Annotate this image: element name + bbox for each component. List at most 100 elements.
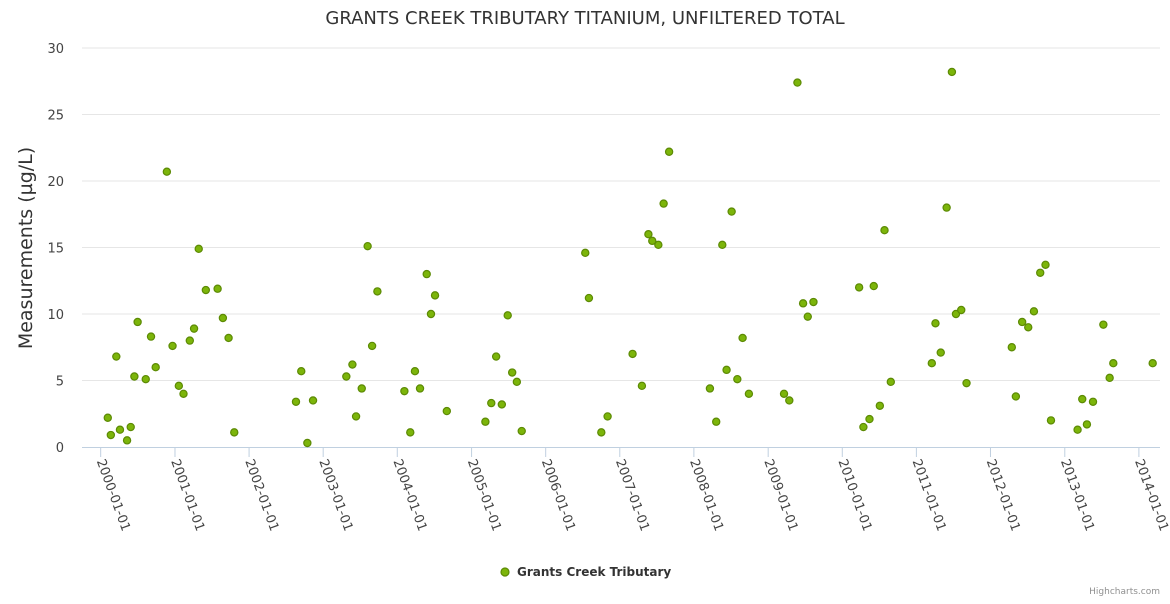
- data-point[interactable]: [115, 425, 125, 434]
- data-point[interactable]: [798, 299, 808, 308]
- data-point[interactable]: [487, 398, 496, 408]
- data-point[interactable]: [373, 287, 382, 296]
- data-point[interactable]: [1024, 323, 1033, 332]
- data-point[interactable]: [507, 368, 517, 377]
- data-point[interactable]: [426, 309, 436, 319]
- data-point[interactable]: [793, 78, 802, 87]
- data-point[interactable]: [947, 67, 957, 77]
- data-point[interactable]: [1099, 320, 1108, 329]
- data-point[interactable]: [705, 384, 715, 393]
- data-point[interactable]: [886, 377, 896, 387]
- data-point[interactable]: [664, 147, 674, 156]
- data-point[interactable]: [637, 381, 647, 391]
- data-point[interactable]: [297, 366, 306, 376]
- data-point[interactable]: [1148, 359, 1157, 368]
- data-point[interactable]: [659, 199, 668, 208]
- data-point[interactable]: [584, 293, 594, 303]
- data-point[interactable]: [351, 412, 361, 421]
- data-point[interactable]: [1078, 394, 1087, 404]
- data-point[interactable]: [581, 248, 590, 258]
- data-point[interactable]: [400, 386, 409, 396]
- data-point[interactable]: [512, 377, 522, 387]
- data-point[interactable]: [357, 384, 366, 393]
- data-point[interactable]: [1105, 373, 1114, 383]
- data-point[interactable]: [303, 438, 312, 448]
- data-point[interactable]: [654, 240, 663, 250]
- data-point[interactable]: [308, 396, 318, 405]
- legend-label[interactable]: Grants Creek Tributary: [517, 565, 671, 579]
- data-point[interactable]: [803, 312, 812, 321]
- data-point[interactable]: [491, 352, 501, 361]
- data-point[interactable]: [1088, 397, 1098, 406]
- data-point[interactable]: [744, 389, 754, 398]
- data-point[interactable]: [430, 291, 440, 300]
- data-point[interactable]: [503, 311, 512, 320]
- data-point[interactable]: [141, 374, 150, 384]
- data-point[interactable]: [1109, 359, 1118, 368]
- data-point[interactable]: [936, 348, 945, 357]
- data-point[interactable]: [942, 203, 951, 212]
- data-point[interactable]: [168, 341, 177, 351]
- credits-link[interactable]: Highcharts.com: [1089, 587, 1160, 597]
- data-point[interactable]: [517, 426, 526, 436]
- data-point[interactable]: [1011, 392, 1021, 401]
- data-point[interactable]: [410, 366, 420, 376]
- data-point[interactable]: [927, 359, 937, 368]
- data-point[interactable]: [224, 333, 233, 343]
- data-point[interactable]: [712, 417, 721, 426]
- data-point[interactable]: [415, 384, 425, 393]
- data-point[interactable]: [1041, 260, 1050, 269]
- data-point[interactable]: [869, 281, 878, 291]
- data-point[interactable]: [103, 413, 112, 422]
- data-point[interactable]: [880, 226, 889, 235]
- data-point[interactable]: [1017, 317, 1027, 327]
- data-point[interactable]: [1046, 416, 1056, 425]
- data-point[interactable]: [718, 240, 727, 250]
- data-point[interactable]: [931, 319, 940, 328]
- data-point[interactable]: [481, 417, 490, 426]
- data-point[interactable]: [875, 401, 885, 410]
- data-point[interactable]: [185, 336, 194, 345]
- data-point[interactable]: [218, 313, 228, 323]
- data-point[interactable]: [779, 389, 789, 398]
- data-point[interactable]: [122, 436, 132, 445]
- data-point[interactable]: [342, 372, 351, 381]
- data-point[interactable]: [738, 333, 747, 343]
- data-point[interactable]: [644, 229, 653, 239]
- data-point[interactable]: [1007, 343, 1017, 352]
- data-point[interactable]: [727, 207, 736, 216]
- data-point[interactable]: [497, 400, 507, 409]
- data-point[interactable]: [597, 428, 606, 437]
- data-point[interactable]: [112, 352, 121, 361]
- data-point[interactable]: [126, 422, 135, 432]
- data-point[interactable]: [1036, 268, 1045, 277]
- data-point[interactable]: [130, 372, 139, 381]
- data-point[interactable]: [1073, 425, 1082, 434]
- data-point[interactable]: [230, 428, 239, 437]
- data-point[interactable]: [406, 428, 415, 437]
- data-point[interactable]: [859, 422, 868, 432]
- data-point[interactable]: [106, 430, 116, 440]
- data-point[interactable]: [628, 349, 637, 359]
- data-point[interactable]: [785, 396, 794, 405]
- data-point[interactable]: [603, 412, 612, 421]
- data-point[interactable]: [1029, 307, 1039, 316]
- data-point[interactable]: [162, 167, 172, 176]
- data-point[interactable]: [854, 283, 864, 292]
- data-point[interactable]: [291, 397, 301, 406]
- data-point[interactable]: [174, 381, 184, 391]
- data-point[interactable]: [422, 269, 431, 279]
- data-point[interactable]: [151, 363, 160, 372]
- data-point[interactable]: [809, 297, 818, 307]
- legend-marker[interactable]: [500, 567, 510, 577]
- data-point[interactable]: [648, 236, 657, 246]
- data-point[interactable]: [189, 324, 199, 333]
- data-point[interactable]: [179, 389, 188, 398]
- data-point[interactable]: [367, 341, 377, 351]
- data-point[interactable]: [733, 374, 742, 384]
- data-point[interactable]: [201, 285, 211, 295]
- data-point[interactable]: [957, 305, 966, 315]
- data-point[interactable]: [865, 414, 874, 424]
- data-point[interactable]: [962, 378, 971, 388]
- data-point[interactable]: [442, 406, 452, 416]
